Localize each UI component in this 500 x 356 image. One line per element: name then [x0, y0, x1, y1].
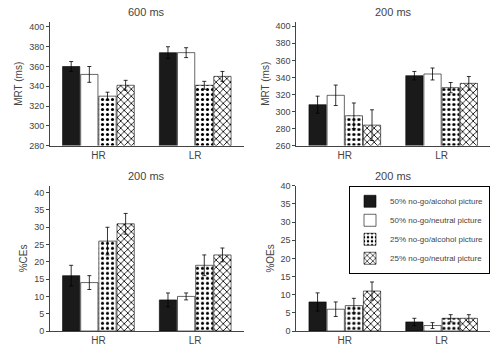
svg-text:280: 280	[276, 124, 291, 134]
svg-text:260: 260	[276, 141, 291, 151]
svg-text:380: 380	[276, 38, 291, 48]
svg-text:5: 5	[39, 309, 44, 319]
svg-text:50% no-go/neutral picture: 50% no-go/neutral picture	[390, 216, 482, 225]
svg-text:0: 0	[39, 326, 44, 336]
svg-text:600 ms: 600 ms	[128, 6, 165, 18]
svg-text:40: 40	[34, 188, 44, 198]
svg-text:360: 360	[29, 62, 44, 72]
svg-text:340: 340	[276, 73, 291, 83]
svg-text:MRT (ms): MRT (ms)	[260, 62, 271, 106]
svg-text:400: 400	[29, 22, 44, 32]
svg-text:HR: HR	[91, 335, 105, 346]
svg-text:35: 35	[281, 199, 291, 209]
svg-text:320: 320	[276, 90, 291, 100]
svg-text:LR: LR	[189, 335, 202, 346]
svg-text:30: 30	[34, 222, 44, 232]
svg-text:30: 30	[281, 217, 291, 227]
svg-text:15: 15	[34, 274, 44, 284]
svg-text:15: 15	[281, 272, 291, 282]
svg-text:200 ms: 200 ms	[375, 6, 412, 18]
svg-text:HR: HR	[91, 150, 105, 161]
svg-text:40: 40	[281, 181, 291, 191]
svg-text:35: 35	[34, 205, 44, 215]
svg-text:10: 10	[34, 292, 44, 302]
svg-text:300: 300	[29, 121, 44, 131]
svg-text:HR: HR	[338, 335, 352, 346]
svg-text:20: 20	[34, 257, 44, 267]
svg-text:25: 25	[34, 240, 44, 250]
svg-text:MRT (ms): MRT (ms)	[13, 62, 24, 106]
svg-text:HR: HR	[338, 150, 352, 161]
svg-text:25% no-go/neutral picture: 25% no-go/neutral picture	[390, 254, 482, 263]
svg-text:300: 300	[276, 107, 291, 117]
svg-text:LR: LR	[435, 335, 448, 346]
svg-text:360: 360	[276, 56, 291, 66]
svg-text:25% no-go/alcohol picture: 25% no-go/alcohol picture	[390, 235, 483, 244]
svg-text:200 ms: 200 ms	[375, 170, 412, 182]
svg-text:0: 0	[286, 326, 291, 336]
svg-text:5: 5	[286, 308, 291, 318]
svg-text:%OEs: %OEs	[265, 244, 276, 272]
svg-text:LR: LR	[435, 150, 448, 161]
svg-text:200 ms: 200 ms	[128, 170, 165, 182]
svg-text:340: 340	[29, 81, 44, 91]
svg-text:320: 320	[29, 101, 44, 111]
svg-text:280: 280	[29, 141, 44, 151]
svg-text:%CEs: %CEs	[18, 244, 29, 272]
svg-text:50% no-go/alcohol picture: 50% no-go/alcohol picture	[390, 197, 483, 206]
svg-text:10: 10	[281, 290, 291, 300]
svg-text:20: 20	[281, 254, 291, 264]
svg-text:25: 25	[281, 235, 291, 245]
svg-text:380: 380	[29, 42, 44, 52]
svg-text:400: 400	[276, 21, 291, 31]
svg-text:LR: LR	[189, 150, 202, 161]
